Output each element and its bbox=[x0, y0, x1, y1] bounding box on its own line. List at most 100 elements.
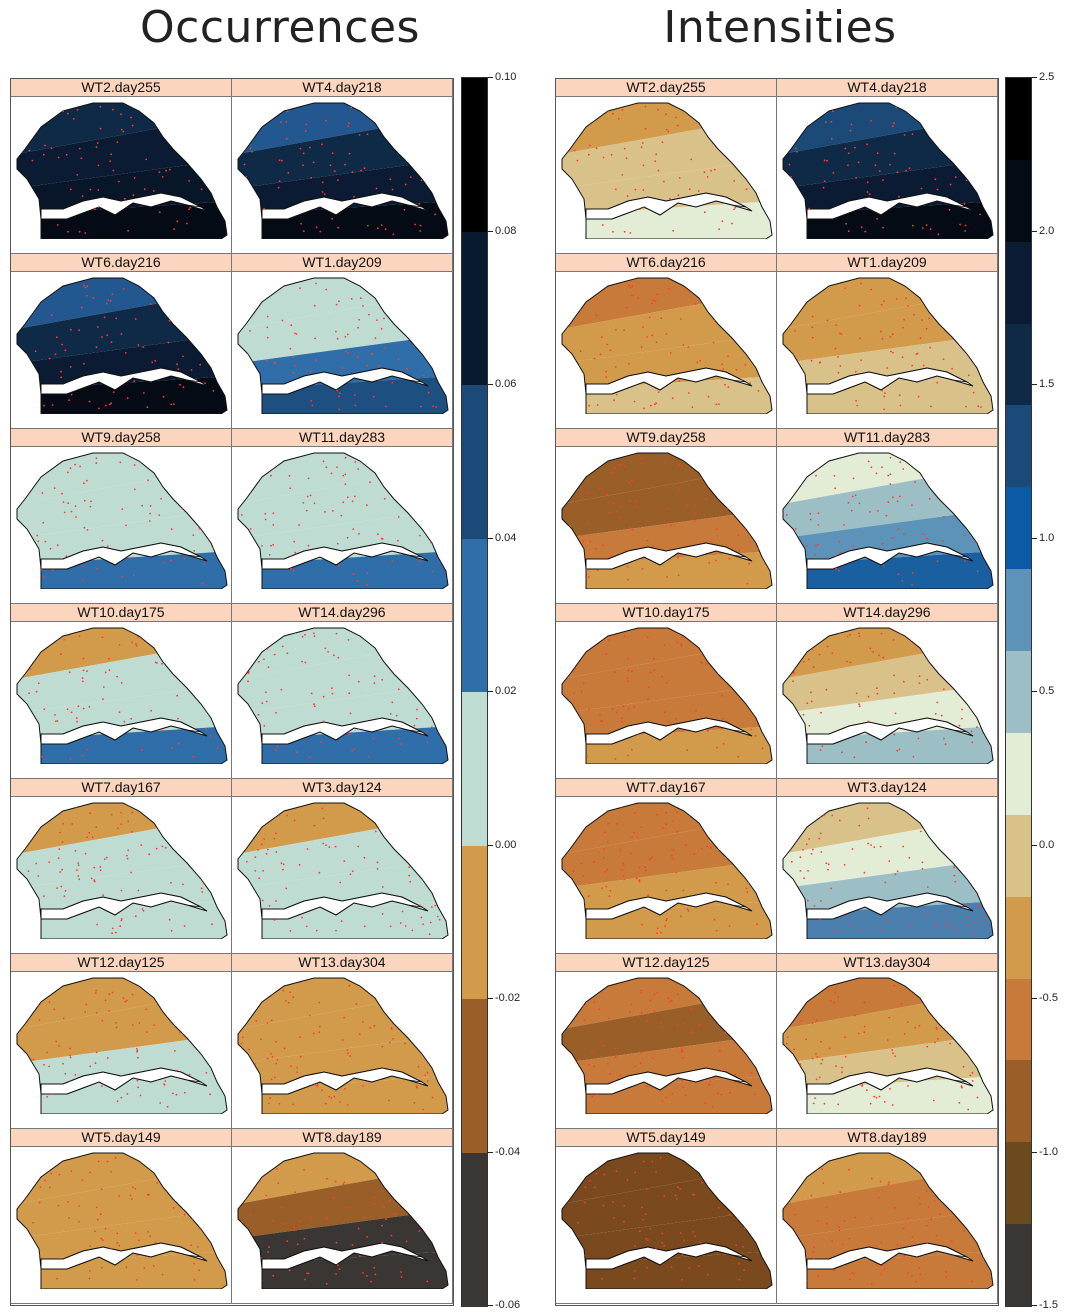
station-marker bbox=[883, 1101, 886, 1103]
station-marker bbox=[30, 1086, 33, 1089]
station-marker bbox=[886, 1039, 889, 1041]
station-marker bbox=[838, 1226, 840, 1229]
station-marker bbox=[818, 837, 821, 840]
station-marker bbox=[889, 483, 892, 486]
station-marker bbox=[666, 508, 669, 510]
station-marker bbox=[713, 168, 716, 171]
station-marker bbox=[725, 823, 727, 826]
station-marker bbox=[682, 889, 685, 892]
station-marker bbox=[822, 1182, 825, 1184]
station-marker bbox=[349, 1055, 352, 1057]
station-marker bbox=[22, 1170, 25, 1173]
legend-color-step bbox=[1006, 978, 1031, 1061]
station-marker bbox=[976, 1096, 979, 1099]
station-marker bbox=[39, 295, 42, 298]
station-marker bbox=[622, 705, 625, 708]
station-marker bbox=[976, 1158, 979, 1161]
station-marker bbox=[729, 667, 731, 670]
panel-strip-label: WT13.day304 bbox=[777, 954, 997, 972]
station-marker bbox=[325, 119, 327, 122]
station-marker bbox=[44, 1179, 47, 1182]
station-marker bbox=[373, 1267, 376, 1269]
station-marker bbox=[644, 866, 647, 868]
station-marker bbox=[763, 1155, 765, 1158]
station-marker bbox=[306, 1272, 308, 1274]
station-marker bbox=[969, 1074, 972, 1077]
station-marker bbox=[21, 707, 23, 710]
station-marker bbox=[634, 505, 637, 508]
station-marker bbox=[111, 932, 113, 935]
station-marker bbox=[62, 822, 64, 825]
station-marker bbox=[602, 1204, 605, 1207]
station-marker bbox=[419, 1000, 422, 1003]
station-marker bbox=[814, 1097, 816, 1099]
station-marker bbox=[940, 714, 943, 717]
station-marker bbox=[330, 472, 333, 475]
map-field-band bbox=[562, 201, 772, 239]
station-marker bbox=[130, 871, 132, 874]
station-marker bbox=[840, 333, 843, 335]
station-marker bbox=[728, 557, 731, 560]
map-field-band bbox=[562, 1251, 772, 1289]
station-marker bbox=[604, 871, 607, 873]
station-marker bbox=[661, 675, 663, 678]
station-marker bbox=[832, 1001, 835, 1004]
station-marker bbox=[302, 230, 305, 233]
station-marker bbox=[855, 692, 858, 695]
map-field-band bbox=[238, 1076, 448, 1114]
station-marker bbox=[626, 1179, 629, 1181]
station-marker bbox=[83, 284, 85, 287]
station-marker bbox=[276, 105, 278, 108]
station-marker bbox=[815, 1019, 818, 1022]
station-marker bbox=[77, 875, 80, 877]
station-marker bbox=[56, 224, 59, 226]
station-marker bbox=[679, 1188, 681, 1190]
station-marker bbox=[132, 194, 135, 197]
station-marker bbox=[349, 873, 352, 876]
station-marker bbox=[565, 1196, 567, 1198]
station-marker bbox=[664, 461, 667, 464]
station-marker bbox=[33, 910, 36, 912]
station-marker bbox=[44, 540, 47, 543]
station-marker bbox=[971, 287, 974, 290]
station-marker bbox=[639, 1062, 642, 1065]
station-marker bbox=[36, 998, 38, 1001]
region-map bbox=[16, 977, 228, 1114]
map-field-band bbox=[17, 1076, 227, 1114]
station-marker bbox=[198, 819, 201, 821]
station-marker bbox=[50, 1172, 53, 1175]
station-marker bbox=[81, 565, 84, 568]
station-marker bbox=[193, 1262, 195, 1265]
station-marker bbox=[344, 1088, 346, 1090]
station-marker bbox=[976, 570, 979, 573]
station-marker bbox=[912, 755, 915, 758]
station-marker bbox=[362, 1272, 364, 1274]
station-marker bbox=[974, 921, 977, 924]
station-marker bbox=[871, 1177, 873, 1180]
station-marker bbox=[731, 222, 733, 225]
station-marker bbox=[594, 547, 597, 550]
station-marker bbox=[173, 301, 176, 304]
station-marker bbox=[878, 1095, 881, 1098]
station-marker bbox=[655, 153, 658, 156]
station-marker bbox=[428, 933, 431, 935]
station-marker bbox=[266, 648, 269, 650]
intensities-title: Intensities bbox=[663, 2, 897, 53]
station-marker bbox=[266, 326, 269, 329]
station-marker bbox=[354, 404, 357, 407]
station-marker bbox=[100, 1237, 103, 1240]
occurrences-map-panel: WT13.day304 bbox=[232, 954, 453, 1129]
country-border bbox=[16, 1152, 228, 1289]
station-marker bbox=[703, 171, 706, 173]
station-marker bbox=[260, 843, 263, 846]
station-marker bbox=[304, 129, 307, 132]
station-marker bbox=[973, 876, 976, 879]
station-marker bbox=[184, 151, 187, 154]
station-marker bbox=[416, 167, 418, 169]
station-marker bbox=[200, 306, 203, 309]
station-marker bbox=[691, 1031, 693, 1033]
station-marker bbox=[212, 1044, 214, 1047]
station-marker bbox=[254, 562, 257, 565]
station-marker bbox=[858, 703, 860, 706]
station-marker bbox=[208, 637, 211, 639]
